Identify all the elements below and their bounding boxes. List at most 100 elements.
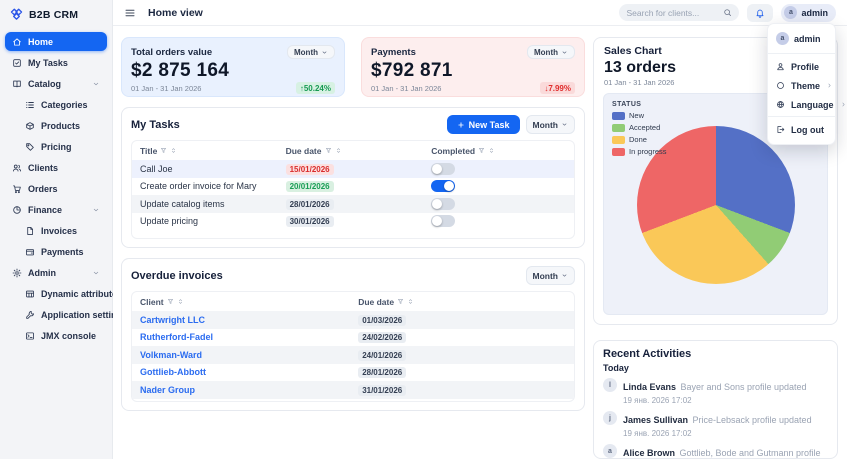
chevron-down-icon <box>561 272 568 279</box>
menu-icon[interactable] <box>124 7 136 19</box>
activity-group-label: Today <box>603 363 629 373</box>
activities-list: Today l Linda Evans Bayer and Sons profile… <box>594 363 837 458</box>
sidebar-item-invoices[interactable]: Invoices <box>18 221 107 240</box>
legend-swatch <box>612 123 625 132</box>
payments-period-dropdown[interactable]: Month <box>527 45 575 59</box>
user-menu-button[interactable]: a admin <box>781 3 836 22</box>
sidebar-item-payments[interactable]: Payments <box>18 242 107 261</box>
pie-chart[interactable] <box>636 126 795 284</box>
new-task-button[interactable]: New Task <box>446 115 520 134</box>
legend-item-in-progress[interactable]: In progress <box>612 147 667 156</box>
sidebar-item-label: Clients <box>28 162 59 173</box>
sidebar-item-finance[interactable]: Finance <box>5 200 107 219</box>
legend-swatch <box>612 135 625 144</box>
sort-icon[interactable] <box>488 147 495 154</box>
invoices-col-client: Client <box>140 296 164 307</box>
sidebar-item-home[interactable]: Home <box>5 32 107 51</box>
sidebar-item-my-tasks[interactable]: My Tasks <box>5 53 107 72</box>
task-completed-toggle[interactable] <box>431 162 456 175</box>
due-date-badge: 20/01/2026 <box>285 181 334 193</box>
orders-delta-badge: ↑50.24% <box>295 82 335 94</box>
search-input[interactable] <box>626 7 724 18</box>
orders-period-value: Month <box>294 47 318 57</box>
legend-item-done[interactable]: Done <box>612 135 667 144</box>
activity-user: James Sullivan <box>623 415 689 425</box>
table-row[interactable]: Volkman-Ward 24/01/2026 <box>132 346 574 364</box>
invoices-table: Client Due date Cartwright LLC 01/03/2026… <box>131 291 575 402</box>
client-link[interactable]: Nader Group <box>140 384 196 395</box>
sort-icon[interactable] <box>170 147 177 154</box>
client-link[interactable]: Volkman-Ward <box>140 349 203 360</box>
sort-icon[interactable] <box>407 298 414 305</box>
orders-date-range: 01 Jan - 31 Jan 2026 <box>131 83 202 93</box>
table-row[interactable]: Cartwright LLC 01/03/2026 <box>132 311 574 329</box>
chevron-down-icon <box>92 80 100 88</box>
filter-icon[interactable] <box>167 298 174 305</box>
sidebar-item-jmx-console[interactable]: JMX console <box>18 326 107 345</box>
jmx-console-icon <box>25 331 35 341</box>
table-row[interactable]: Nader Group 31/01/2026 <box>132 381 574 399</box>
payments-icon <box>25 247 35 257</box>
search-icon[interactable] <box>723 8 732 17</box>
client-link[interactable]: Rutherford-Fadel <box>140 332 213 343</box>
sidebar-item-clients[interactable]: Clients <box>5 158 107 177</box>
sidebar-item-pricing[interactable]: Pricing <box>18 137 107 156</box>
filter-icon[interactable] <box>478 147 485 154</box>
user-name: admin <box>801 7 828 18</box>
task-completed-toggle[interactable] <box>431 197 456 210</box>
filter-icon[interactable] <box>397 298 404 305</box>
table-row[interactable]: Update pricing 30/01/2026 <box>132 213 574 231</box>
sidebar-item-dynamic-attributes[interactable]: Dynamic attributes <box>18 284 122 303</box>
activity-time: 19 янв. 2026 17:02 <box>623 429 692 438</box>
invoices-table-header: Client Due date <box>132 292 574 311</box>
legend-item-new[interactable]: New <box>612 111 667 120</box>
tasks-table: Title Due date Completed <box>131 140 575 239</box>
table-row[interactable]: Gottlieb-Abbott 28/01/2026 <box>132 364 574 382</box>
orders-period-dropdown[interactable]: Month <box>287 45 335 59</box>
sort-icon[interactable] <box>177 298 184 305</box>
invoices-period-dropdown[interactable]: Month <box>525 266 575 285</box>
legend-item-accepted[interactable]: Accepted <box>612 123 667 132</box>
sidebar-item-orders[interactable]: Orders <box>5 179 107 198</box>
total-orders-card: Total orders value Month $2 875 164 01 J… <box>121 37 345 97</box>
task-completed-toggle[interactable] <box>431 180 456 193</box>
user-menu-items: Profile Theme Language Log out <box>768 57 835 139</box>
invoices-period-value: Month <box>532 270 559 281</box>
tasks-period-dropdown[interactable]: Month <box>525 115 575 134</box>
total-orders-value: $2 875 164 <box>131 60 230 81</box>
sales-date-range: 01 Jan - 31 Jan 2026 <box>604 78 675 87</box>
sidebar: B2B CRM Home My Tasks Catalog Categories Pro… <box>0 0 127 459</box>
sidebar-item-products[interactable]: Products <box>18 116 107 135</box>
sidebar-item-application-settings[interactable]: Application settings <box>18 305 127 324</box>
table-row[interactable]: Update catalog items 28/01/2026 <box>132 195 574 213</box>
menu-item-language[interactable]: Language <box>768 95 835 114</box>
payments-value: $792 871 <box>371 60 453 81</box>
filter-icon[interactable] <box>160 147 167 154</box>
chevron-down-icon <box>561 121 568 128</box>
content: Total orders value Month $2 875 164 01 J… <box>113 26 847 459</box>
client-link[interactable]: Gottlieb-Abbott <box>140 367 206 378</box>
table-row[interactable]: Rutherford-Fadel 24/02/2026 <box>132 329 574 347</box>
legend-swatch <box>612 111 625 120</box>
table-row[interactable]: Call Joe 15/01/2026 <box>132 160 574 178</box>
menu-item-label: Log out <box>791 124 824 135</box>
sidebar-item-label: JMX console <box>41 330 97 341</box>
menu-item-profile[interactable]: Profile <box>768 57 835 76</box>
chevron-down-icon <box>321 49 328 56</box>
brand-logo: B2B CRM <box>0 0 112 28</box>
task-completed-toggle[interactable] <box>431 215 456 228</box>
notifications-button[interactable] <box>747 3 774 22</box>
sort-icon[interactable] <box>335 147 342 154</box>
client-link[interactable]: Cartwright LLC <box>140 314 205 325</box>
activity-text: Price-Lebsack profile updated <box>692 415 812 425</box>
sidebar-item-admin[interactable]: Admin <box>5 263 107 282</box>
filter-icon[interactable] <box>325 147 332 154</box>
sidebar-item-categories[interactable]: Categories <box>18 95 107 114</box>
menu-item-theme[interactable]: Theme <box>768 76 835 95</box>
table-row[interactable]: Create order invoice for Mary 20/01/2026 <box>132 178 574 196</box>
due-date-badge: 01/03/2026 <box>358 314 407 326</box>
menu-item-log-out[interactable]: Log out <box>768 120 835 139</box>
search-box <box>619 4 740 21</box>
user-menu-header: a admin <box>768 28 835 51</box>
sidebar-item-catalog[interactable]: Catalog <box>5 74 107 93</box>
